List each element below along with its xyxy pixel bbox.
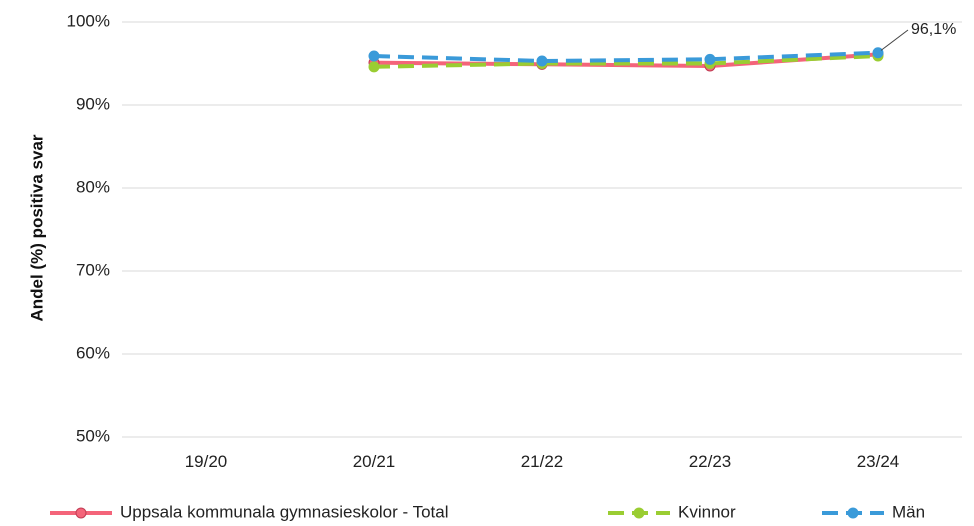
data-label-leader (880, 29, 909, 51)
y-tick-label: 80% (76, 177, 110, 196)
x-axis-ticks: 19/20 20/21 21/22 22/23 23/24 (185, 452, 900, 471)
legend: Uppsala kommunala gymnasieskolor - Total… (50, 502, 925, 521)
x-tick-label: 20/21 (353, 452, 396, 471)
series-line-2 (373, 50, 879, 63)
y-axis-ticks: 50% 60% 70% 80% 90% 100% (67, 11, 110, 445)
series-lines (368, 47, 884, 73)
series-marker-2 (872, 47, 884, 59)
data-label: 96,1% (911, 21, 956, 38)
series-marker-2 (536, 55, 548, 67)
legend-label: Kvinnor (678, 502, 736, 521)
y-tick-label: 60% (76, 343, 110, 362)
legend-label: Män (892, 502, 925, 521)
legend-label: Uppsala kommunala gymnasieskolor - Total (120, 502, 449, 521)
y-tick-label: 100% (67, 11, 110, 30)
legend-marker (847, 507, 859, 519)
x-tick-label: 22/23 (689, 452, 732, 471)
y-axis-label: Andel (%) positiva svar (27, 134, 46, 321)
y-tick-label: 50% (76, 426, 110, 445)
x-tick-label: 19/20 (185, 452, 228, 471)
legend-marker (75, 507, 87, 519)
legend-marker (633, 507, 645, 519)
series-marker-1 (368, 61, 380, 73)
gridlines (122, 21, 962, 438)
series-line-1 (373, 54, 879, 69)
y-tick-label: 70% (76, 260, 110, 279)
x-tick-label: 23/24 (857, 452, 900, 471)
x-tick-label: 21/22 (521, 452, 564, 471)
series-marker-2 (704, 53, 716, 65)
y-tick-label: 90% (76, 94, 110, 113)
series-marker-2 (368, 50, 380, 62)
data-labels: 96,1% (880, 21, 956, 51)
